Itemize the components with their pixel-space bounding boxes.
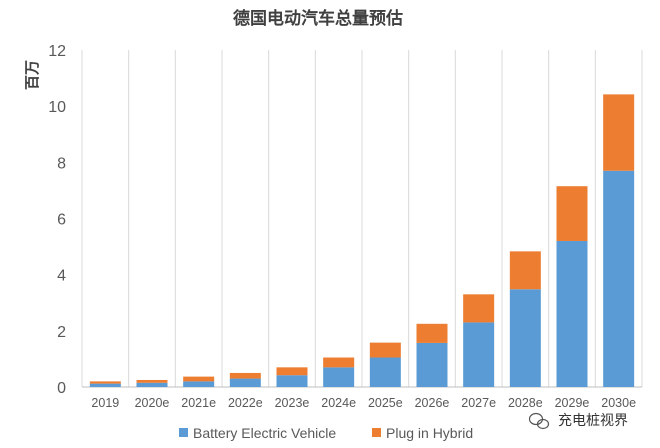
legend-label: Plug in Hybrid [386, 425, 473, 441]
x-tick-label: 2026e [415, 396, 450, 410]
x-tick-label: 2028e [508, 396, 543, 410]
bar-segment [323, 367, 355, 387]
bar-segment [463, 294, 495, 323]
x-tick-label: 2024e [321, 396, 356, 410]
bar-segment [556, 186, 588, 241]
x-tick-label: 2029e [555, 396, 590, 410]
legend-swatch [179, 428, 188, 437]
bar-segment [416, 323, 448, 343]
x-tick-label: 2025e [368, 396, 403, 410]
bar-segment [183, 376, 215, 382]
y-tick-label: 2 [57, 324, 66, 341]
x-tick-label: 2023e [275, 396, 310, 410]
bar-segment [556, 240, 588, 387]
bar-segment [369, 357, 401, 387]
bars [89, 94, 635, 387]
x-tick-label: 2019 [91, 396, 119, 410]
y-tick-label: 6 [57, 212, 66, 229]
y-tick-label: 0 [57, 380, 66, 397]
x-tick-label: 2021e [181, 396, 216, 410]
x-tick-label: 2030e [601, 396, 636, 410]
bar-segment [89, 383, 121, 387]
x-tick-label: 2022e [228, 396, 263, 410]
x-tick-label: 2020e [135, 396, 170, 410]
legend-swatch [372, 428, 381, 437]
legend: Battery Electric Vehicle Plug in Hybrid [179, 425, 473, 441]
watermark: 充电桩视界 [528, 412, 628, 430]
bar-segment [323, 357, 355, 368]
watermark-text: 充电桩视界 [558, 412, 628, 429]
bar-segment [89, 381, 121, 384]
legend-label: Battery Electric Vehicle [193, 425, 336, 441]
bar-segment [183, 381, 215, 387]
x-tick-label: 2027e [461, 396, 496, 410]
y-tick-label: 4 [57, 268, 66, 285]
y-axis-label: 百万 [23, 60, 41, 90]
bar-segment [416, 342, 448, 387]
wechat-icon [528, 412, 550, 430]
bar-segment [229, 372, 261, 379]
x-tick-labels: 2019 2020e 2021e 2022e 2023e 2024e 2025e 2026e 2… [91, 396, 636, 410]
bar-segment [603, 170, 635, 387]
bar-segment [509, 251, 541, 290]
y-tick-label: 10 [48, 99, 66, 116]
bar-segment [136, 382, 168, 387]
y-tick-label: 8 [57, 155, 66, 172]
bar-segment [463, 322, 495, 387]
gridlines [81, 50, 643, 388]
bar-segment [276, 375, 308, 387]
chart-title: 德国电动汽车总量预估 [233, 8, 403, 29]
y-tick-labels: 0 2 4 6 8 10 12 [48, 43, 66, 397]
bar-segment [603, 94, 635, 171]
bar-segment [369, 342, 401, 358]
bar-segment [509, 289, 541, 387]
bar-segment [229, 378, 261, 387]
bar-segment [276, 367, 308, 376]
y-tick-label: 12 [48, 43, 66, 60]
bar-segment [136, 379, 168, 383]
